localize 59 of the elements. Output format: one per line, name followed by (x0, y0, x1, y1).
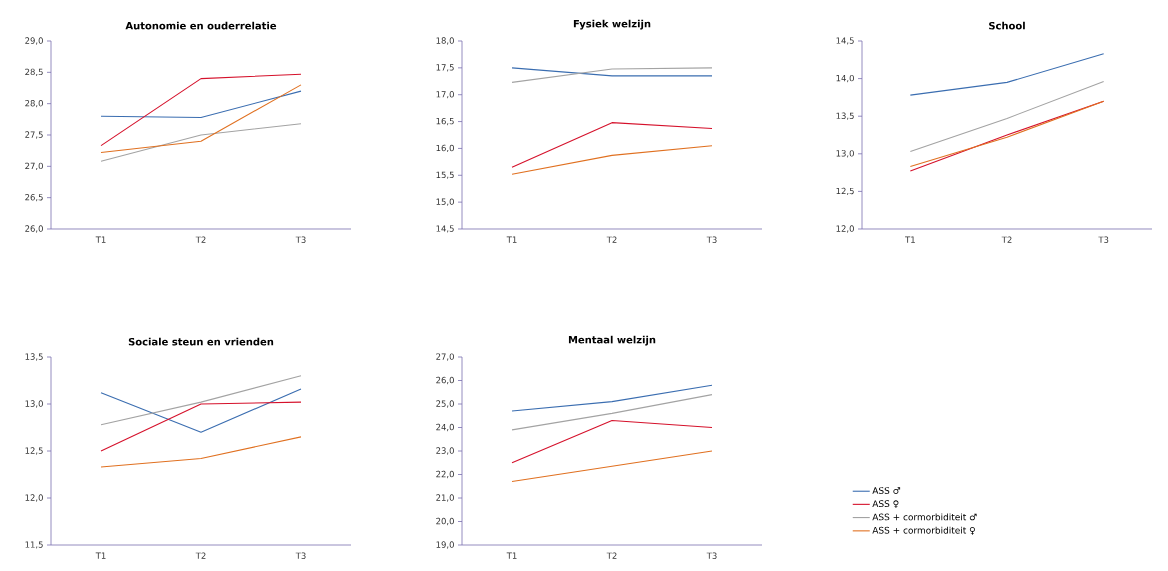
y-tick-label: 12,5 (836, 187, 854, 196)
y-tick-label: 16,0 (436, 144, 454, 153)
y-tick-label: 29,0 (25, 37, 43, 45)
chart-title: School (989, 21, 1025, 30)
y-tick-label: 25,0 (436, 400, 454, 408)
y-tick-label: 16,5 (436, 117, 454, 126)
x-tick-label: T1 (506, 236, 517, 243)
y-tick-label: 15,0 (436, 198, 454, 206)
y-tick-label: 13,5 (25, 353, 43, 361)
chart-title: Autonomie en ouderrelatie (125, 21, 277, 30)
chart-title: Fysiek welzijn (573, 19, 651, 30)
x-tick-label: T1 (95, 552, 106, 559)
y-tick-label: 12,0 (836, 225, 854, 233)
legend-label: ASS ♀ (872, 500, 899, 509)
y-tick-label: 15,5 (436, 171, 454, 179)
y-tick-label: 14,5 (836, 37, 854, 45)
x-tick-label: T3 (706, 552, 717, 559)
chart-title: Mentaal welzijn (568, 335, 656, 346)
x-tick-label: T1 (905, 236, 915, 243)
y-tick-label: 13,0 (25, 400, 43, 408)
y-tick-label: 18,0 (436, 37, 454, 45)
x-tick-label: T1 (506, 552, 517, 559)
legend-label: ASS ♂ (872, 487, 901, 494)
y-tick-label: 24,0 (436, 423, 454, 432)
y-tick-label: 26,0 (25, 225, 43, 233)
y-tick-label: 23,0 (436, 447, 454, 455)
legend-label: ASS + cormorbiditeit ♂ (872, 513, 977, 521)
y-tick-label: 22,0 (436, 470, 454, 479)
x-tick-label: T2 (1001, 236, 1012, 243)
x-tick-label: T2 (606, 236, 617, 243)
y-tick-label: 27,0 (25, 162, 43, 170)
y-tick-label: 17,0 (436, 91, 454, 99)
x-tick-label: T1 (95, 236, 106, 243)
y-tick-label: 13,5 (836, 112, 854, 120)
x-tick-label: T2 (195, 236, 206, 243)
y-tick-label: 17,5 (436, 64, 454, 72)
y-tick-label: 12,5 (25, 447, 43, 455)
x-tick-label: T2 (195, 552, 206, 559)
x-tick-label: T3 (1098, 236, 1109, 243)
y-tick-label: 26,0 (436, 376, 454, 385)
y-tick-label: 20,0 (436, 517, 454, 526)
x-tick-label: T3 (295, 552, 306, 559)
y-tick-label: 27,0 (436, 353, 454, 361)
y-tick-label: 14,0 (836, 74, 854, 83)
chart-title: Sociale steun en vrienden (128, 337, 274, 346)
y-tick-label: 13,0 (836, 150, 854, 158)
y-tick-label: 14,5 (436, 225, 454, 233)
y-tick-label: 28,0 (25, 100, 43, 108)
y-tick-label: 12,0 (25, 494, 43, 502)
y-tick-label: 26,5 (25, 194, 43, 202)
x-tick-label: T3 (706, 236, 717, 243)
y-tick-label: 11,5 (25, 541, 43, 549)
x-tick-label: T2 (606, 552, 617, 559)
legend-label: ASS + cormorbiditeit ♀ (872, 526, 975, 535)
y-tick-label: 19,0 (436, 541, 454, 549)
x-tick-label: T3 (295, 236, 306, 243)
y-tick-label: 28,5 (25, 68, 43, 76)
y-tick-label: 21,0 (436, 494, 454, 502)
y-tick-label: 27,5 (25, 131, 43, 139)
